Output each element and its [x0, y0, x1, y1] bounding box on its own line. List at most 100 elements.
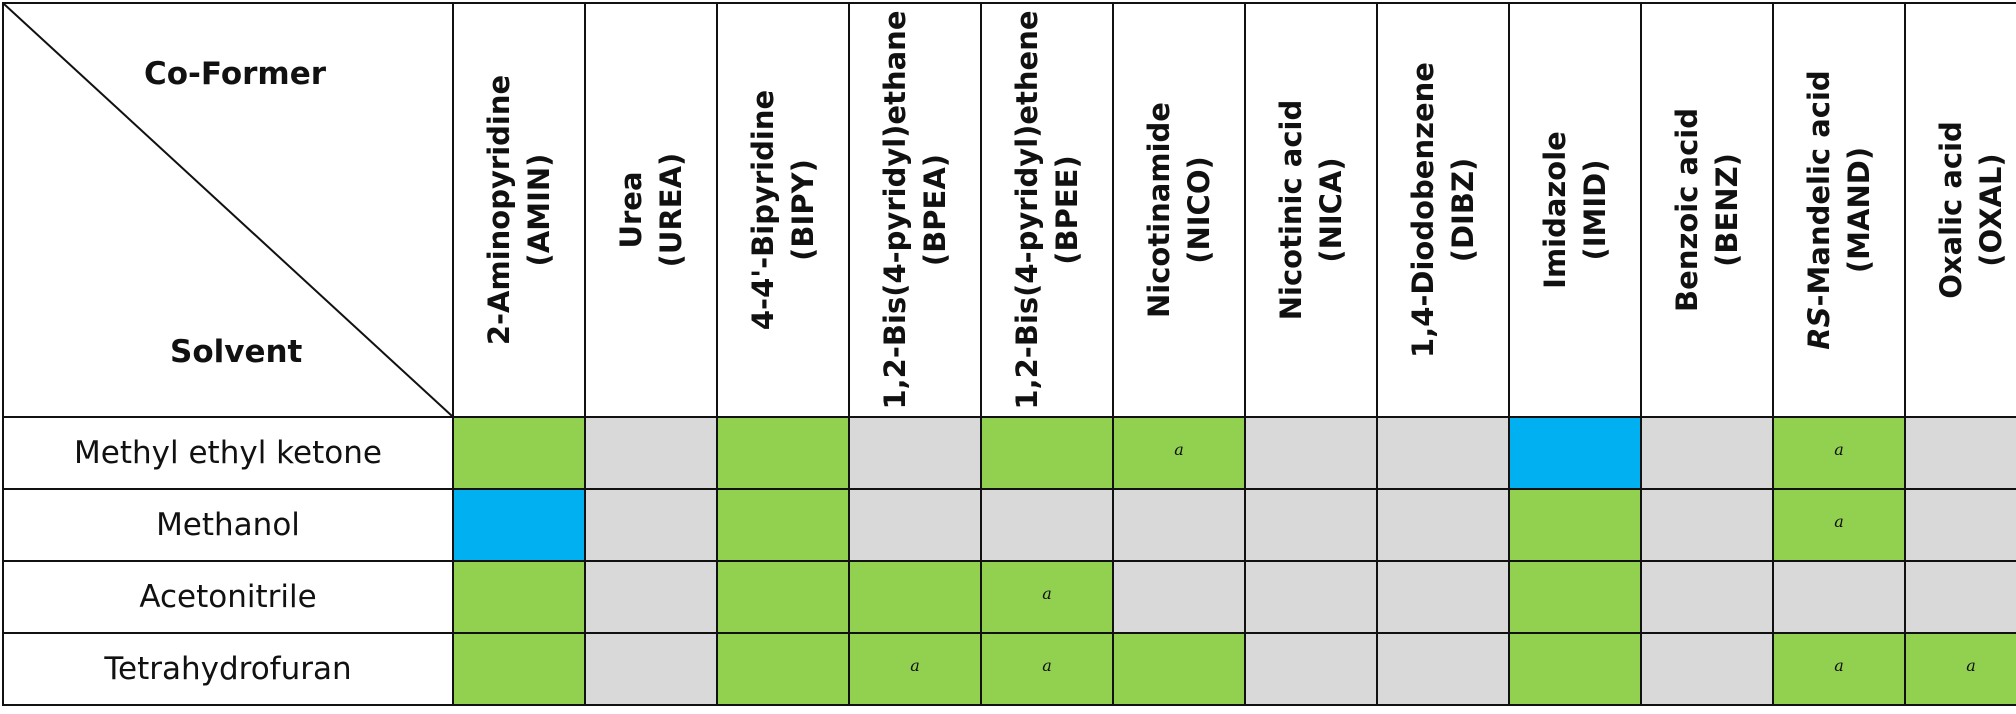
- result-cell: [452, 416, 586, 490]
- result-cell: [1112, 488, 1246, 562]
- result-cell: [1112, 632, 1246, 706]
- result-cell: [716, 416, 850, 490]
- column-header-bpee: 1,2-Bis(4-pyridyl)ethene (BPEE): [980, 2, 1114, 418]
- corner-diagonal-line: [4, 4, 452, 416]
- column-header-text: 1,2-Bis(4-pyridyl)ethene (BPEE): [1007, 5, 1087, 415]
- column-header-text: 1,2-Bis(4-pyridyl)ethane (BPEA): [875, 5, 955, 415]
- column-name-text: 1,2-Bis(4-pyridyl)ethane: [878, 10, 912, 410]
- result-cell: a: [980, 632, 1114, 706]
- column-header-text: Imidazole (IMID): [1535, 5, 1615, 415]
- column-abbreviation: (BENZ): [1710, 153, 1744, 267]
- result-cell: [1244, 416, 1378, 490]
- column-name: Oxalic acid: [1931, 5, 1971, 415]
- footnote-mark: a: [1042, 655, 1052, 675]
- column-name-text: Oxalic acid: [1934, 121, 1968, 299]
- table-row: Acetonitrile a: [2, 560, 2016, 634]
- column-name-text: 4-4'-Bipyridine: [746, 89, 780, 331]
- column-header-text: 2-Aminopyridine (AMIN): [479, 5, 559, 415]
- column-abbreviation: (OXAL): [1974, 153, 2008, 267]
- corner-header-cell: Co-Former Solvent: [2, 2, 454, 418]
- column-header-mand: RS-Mandelic acid (MAND): [1772, 2, 1906, 418]
- result-cell: a: [1112, 416, 1246, 490]
- result-cell: a: [1772, 632, 1906, 706]
- table-row: Tetrahydrofuran a a a a: [2, 632, 2016, 706]
- column-abbreviation: (DIBZ): [1446, 157, 1480, 263]
- column-name: 1,2-Bis(4-pyridyl)ethene: [1007, 5, 1047, 415]
- result-cell: [1244, 632, 1378, 706]
- result-cell: [584, 560, 718, 634]
- result-cell: [1508, 632, 1642, 706]
- column-header-urea: Urea (UREA): [584, 2, 718, 418]
- column-name-text: 1,2-Bis(4-pyridyl)ethene: [1010, 10, 1044, 410]
- column-header-oxal: Oxalic acid (OXAL): [1904, 2, 2016, 418]
- column-header-text: Benzoic acid (BENZ): [1667, 5, 1747, 415]
- result-cell: [1508, 488, 1642, 562]
- column-name: Nicotinic acid: [1271, 5, 1311, 415]
- column-name: Imidazole: [1535, 5, 1575, 415]
- result-cell: [1904, 560, 2016, 634]
- result-cell: [1640, 560, 1774, 634]
- column-name: RS-Mandelic acid: [1799, 5, 1839, 415]
- column-header-text: Nicotinic acid (NICA): [1271, 5, 1351, 415]
- table-row: Methanol a: [2, 488, 2016, 562]
- result-cell: [848, 560, 982, 634]
- result-cell: [1376, 632, 1510, 706]
- column-name-text: Nicotinic acid: [1274, 99, 1308, 321]
- column-name: Benzoic acid: [1667, 5, 1707, 415]
- column-name: Nicotinamide: [1139, 5, 1179, 415]
- result-cell: [584, 416, 718, 490]
- column-header-text: Oxalic acid (OXAL): [1931, 5, 2011, 415]
- result-cell: [1640, 632, 1774, 706]
- footnote-mark: a: [1834, 511, 1844, 531]
- column-abbreviation: (MAND): [1842, 146, 1876, 274]
- footnote-mark: a: [1042, 583, 1052, 603]
- solvent-label: Methyl ethyl ketone: [2, 416, 454, 490]
- result-cell: [1508, 416, 1642, 490]
- result-cell: [452, 632, 586, 706]
- column-abbreviation: (BIPY): [786, 159, 820, 261]
- column-abbreviation: (NICA): [1314, 157, 1348, 263]
- table-body: Methyl ethyl ketone a a Methanol a Acetonitri…: [2, 416, 2016, 706]
- result-cell: a: [980, 560, 1114, 634]
- result-cell: [1640, 416, 1774, 490]
- result-cell: [1376, 416, 1510, 490]
- column-name-italic-prefix: RS: [1802, 306, 1836, 350]
- result-cell: [1376, 488, 1510, 562]
- column-header-bpea: 1,2-Bis(4-pyridyl)ethane (BPEA): [848, 2, 982, 418]
- result-cell: [716, 560, 850, 634]
- column-abbreviation: (AMIN): [522, 153, 556, 267]
- column-header-dibz: 1,4-Diodobenzene (DIBZ): [1376, 2, 1510, 418]
- column-header-nico: Nicotinamide (NICO): [1112, 2, 1246, 418]
- column-name-text: Nicotinamide: [1142, 102, 1176, 318]
- result-cell: [1244, 488, 1378, 562]
- result-cell: [1376, 560, 1510, 634]
- solvent-label: Methanol: [2, 488, 454, 562]
- result-cell: [1772, 560, 1906, 634]
- result-cell: [980, 416, 1114, 490]
- column-name-text: Benzoic acid: [1670, 108, 1704, 312]
- result-cell: [716, 488, 850, 562]
- column-name: 1,4-Diodobenzene: [1403, 5, 1443, 415]
- table-row: Methyl ethyl ketone a a: [2, 416, 2016, 490]
- result-cell: [1244, 560, 1378, 634]
- column-header-text: Nicotinamide (NICO): [1139, 5, 1219, 415]
- column-header-nica: Nicotinic acid (NICA): [1244, 2, 1378, 418]
- result-cell: [584, 488, 718, 562]
- column-abbreviation: (IMID): [1578, 159, 1612, 261]
- result-cell: [716, 632, 850, 706]
- footnote-mark: a: [1834, 655, 1844, 675]
- column-header-text: Urea (UREA): [611, 5, 691, 415]
- result-cell: [848, 488, 982, 562]
- column-name-text: Urea: [614, 171, 648, 249]
- column-name: Urea: [611, 5, 651, 415]
- table-header-row: Co-Former Solvent 2-Aminopyridine (AMIN) U…: [2, 2, 2016, 418]
- result-cell: [452, 560, 586, 634]
- result-cell: [584, 632, 718, 706]
- footnote-mark: a: [1174, 439, 1184, 459]
- column-abbreviation: (BPEE): [1050, 155, 1084, 265]
- footnote-mark: a: [1966, 655, 1976, 675]
- column-header-text: 1,4-Diodobenzene (DIBZ): [1403, 5, 1483, 415]
- column-name-text: Imidazole: [1538, 131, 1572, 289]
- result-cell: [1640, 488, 1774, 562]
